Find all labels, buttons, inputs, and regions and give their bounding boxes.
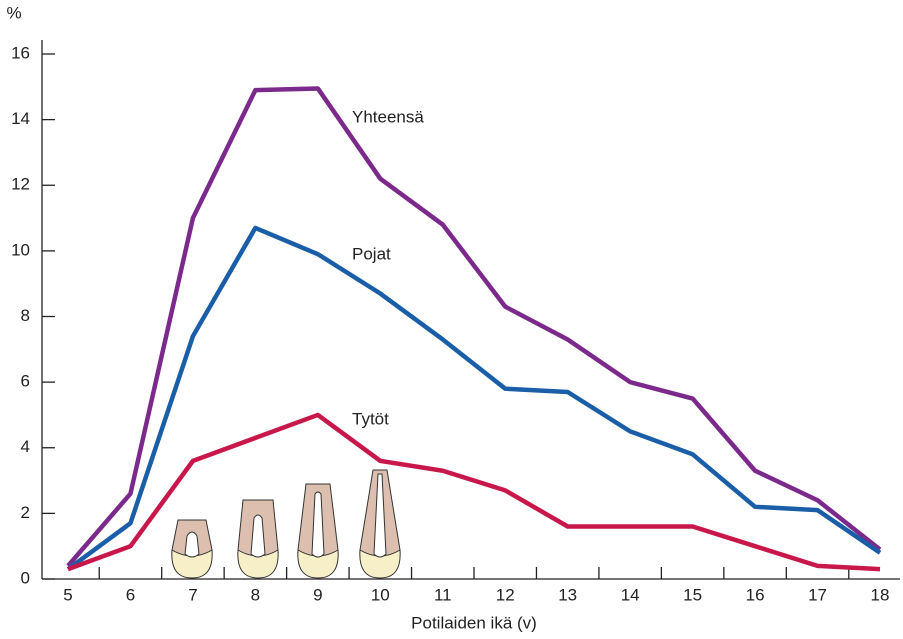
x-tick-label: 6 [126, 585, 135, 604]
x-tick-label: 13 [558, 585, 577, 604]
series-label: Tytöt [352, 409, 389, 428]
series-label: Yhteensä [352, 107, 424, 126]
x-tick-label: 7 [188, 585, 197, 604]
x-tick-label: 16 [746, 585, 765, 604]
x-tick-label: 15 [683, 585, 702, 604]
y-tick-label: 10 [11, 240, 30, 259]
x-tick-label: 12 [496, 585, 515, 604]
x-axis-label: Potilaiden ikä (v) [411, 613, 537, 632]
y-tick-label: 12 [11, 175, 30, 194]
y-tick-label: 14 [11, 109, 30, 128]
x-tick-label: 17 [808, 585, 827, 604]
series-line [66, 86, 882, 568]
x-tick-label: 14 [621, 585, 640, 604]
y-tick-label: 6 [21, 372, 30, 391]
x-tick-label: 8 [251, 585, 260, 604]
y-tick-label: 8 [21, 306, 30, 325]
x-tick-label: 10 [371, 585, 390, 604]
y-tick-label: 0 [21, 568, 30, 587]
x-tick-label: 18 [871, 585, 890, 604]
y-tick-label: 4 [21, 437, 30, 456]
series-line [66, 225, 882, 571]
x-tick-label: 5 [63, 585, 72, 604]
series-line [67, 412, 881, 572]
x-tick-label: 9 [313, 585, 322, 604]
y-tick-label: 16 [11, 43, 30, 62]
series-label: Pojat [352, 244, 391, 263]
tooth-illustrations [171, 469, 401, 579]
y-tick-label: 2 [21, 503, 30, 522]
y-axis-label: % [6, 3, 21, 22]
x-tick-label: 11 [434, 585, 452, 604]
